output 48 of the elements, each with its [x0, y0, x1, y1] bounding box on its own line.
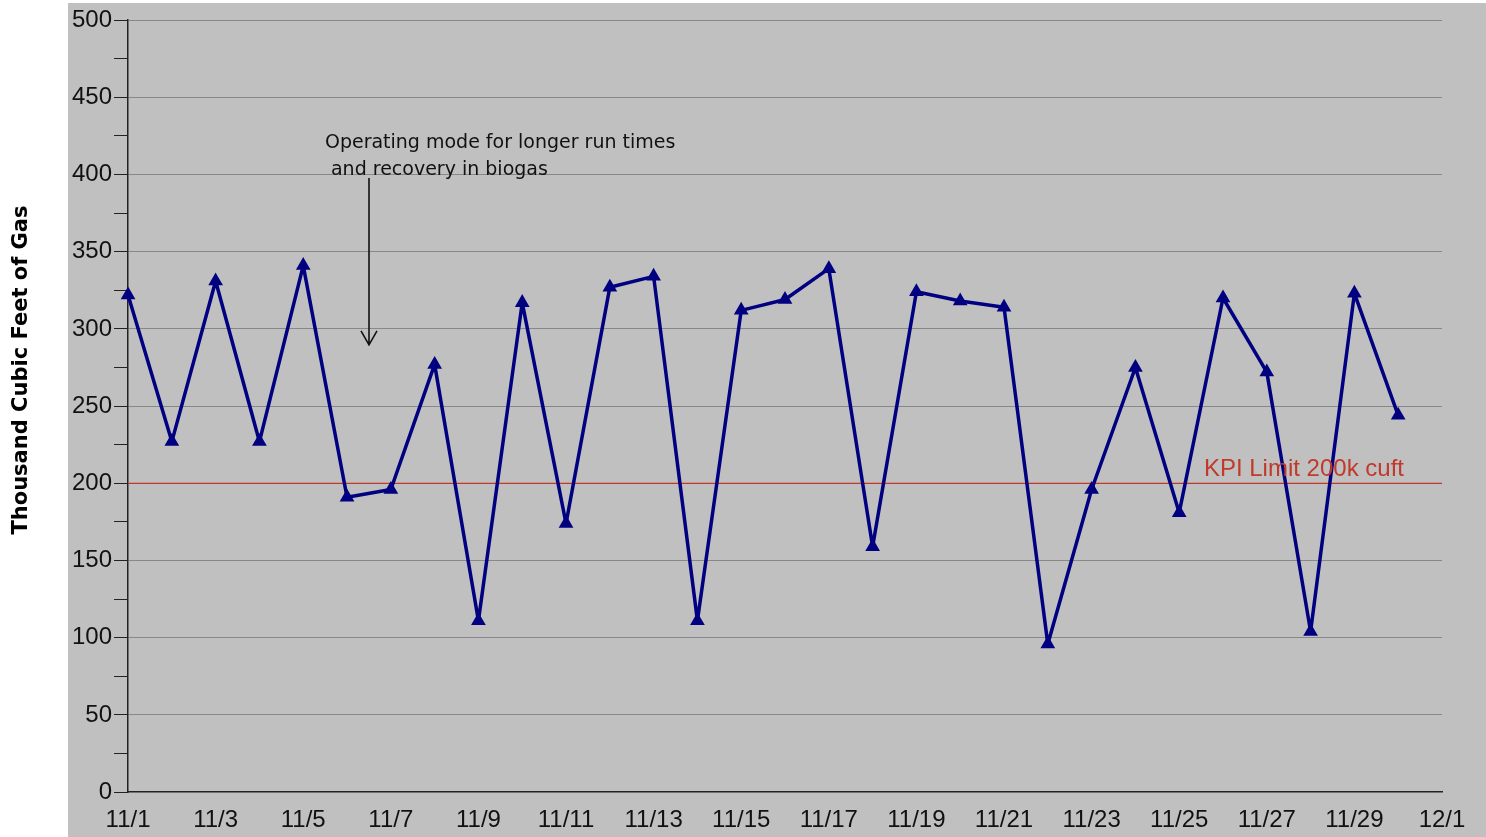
point [997, 300, 1011, 312]
point [822, 261, 835, 273]
x-tick-label: 11/7 [368, 805, 414, 833]
point [734, 301, 749, 315]
x-tick-label: 11/17 [799, 805, 858, 833]
point [1085, 482, 1098, 494]
point [516, 295, 529, 307]
y-tick-label: 300 [72, 313, 113, 341]
point [1129, 360, 1142, 372]
y-tick-label: 400 [72, 159, 113, 187]
x-tick-label: 11/27 [1237, 805, 1296, 833]
point [340, 490, 354, 502]
x-tick-label: 11/1 [105, 805, 151, 833]
x-tick-label: 12/1 [1418, 805, 1466, 833]
point [165, 434, 178, 446]
point [559, 516, 573, 528]
x-tick-label: 11/11 [537, 805, 595, 833]
y-tick-label: 250 [72, 390, 113, 418]
point [428, 357, 441, 369]
x-tick-label: 11/23 [1062, 805, 1121, 833]
y-tick-label: 350 [72, 236, 113, 264]
y-tick-label: 0 [98, 776, 113, 804]
x-tick-label: 11/13 [624, 805, 683, 833]
point [646, 267, 661, 281]
y-tick-label: 200 [72, 467, 113, 495]
y-tick-label: 450 [72, 81, 113, 109]
x-tick-label: 11/21 [974, 805, 1034, 833]
point [1347, 284, 1362, 298]
y-tick-label: 100 [72, 622, 113, 650]
point [297, 258, 310, 270]
point [1173, 505, 1186, 517]
point [1392, 408, 1405, 420]
annotation: Operating mode for longer run times and recovery in biogas [324, 129, 676, 182]
x-tick-label: 11/3 [193, 805, 239, 833]
point [778, 292, 792, 304]
y-tick-label: 50 [85, 699, 113, 727]
x-tick-label: 11/5 [280, 805, 326, 833]
point [121, 288, 135, 300]
point [253, 434, 266, 446]
y-tick-label: 150 [72, 545, 113, 573]
x-tick-label: 11/15 [712, 805, 771, 833]
y-tick-label: 500 [72, 4, 113, 32]
x-tick-label: 11/25 [1150, 805, 1209, 833]
x-tick-label: 11/9 [455, 805, 501, 833]
x-tick-label: 11/19 [887, 805, 946, 833]
y-axis-title: Thousand Cubic Feet of Gas [7, 204, 33, 537]
x-tick-label: 11/29 [1325, 805, 1384, 833]
point [1216, 291, 1230, 303]
